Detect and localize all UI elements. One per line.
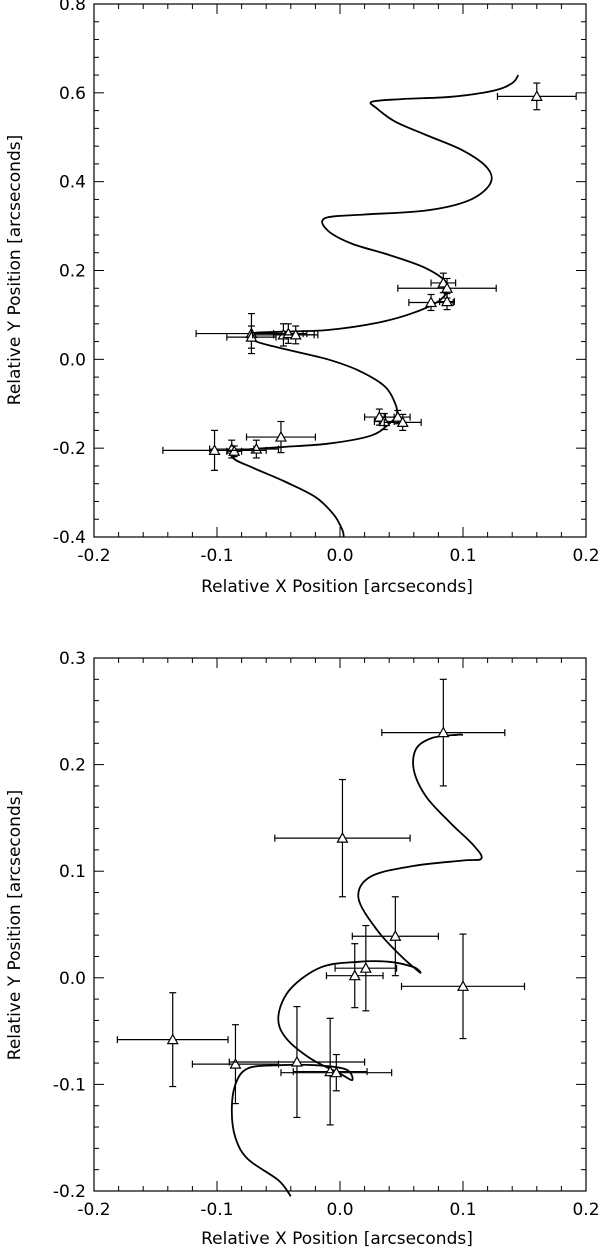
data-points (162, 82, 577, 471)
y-tick-label: 0.2 (59, 262, 86, 282)
triangle-marker (290, 1055, 303, 1067)
data-point (325, 943, 384, 1009)
plot-frame (93, 657, 587, 1192)
triangle-marker (208, 444, 221, 455)
axis-ticks (93, 657, 587, 1192)
data-point (274, 778, 411, 898)
y-tick-label: 0.6 (59, 84, 86, 104)
top-orbit-plot: -0.2 -0.1 0.0 0.1 0.2 -0.4-0.20.00.20.40.60.… (5, 0, 600, 597)
data-point (439, 292, 455, 311)
triangle-marker (425, 296, 438, 308)
data-point (496, 82, 577, 111)
triangle-marker (396, 416, 409, 428)
triangle-marker (289, 328, 302, 340)
x-tick-label: 0.2 (572, 1200, 599, 1220)
x-tick-label: -0.1 (200, 1200, 233, 1220)
x-axis-label: Relative X Position [arcseconds] (201, 1229, 473, 1249)
x-tick-label: 0.1 (449, 546, 476, 566)
y-axis-label: Relative Y Position [arcseconds] (5, 135, 25, 405)
y-tick-label: -0.4 (53, 528, 86, 548)
data-point (245, 420, 316, 454)
triangle-marker (336, 831, 349, 843)
y-tick-label: -0.2 (53, 1182, 86, 1202)
triangle-marker (389, 929, 402, 941)
x-tick-labels: -0.2 -0.1 0.0 0.1 0.2 (77, 546, 599, 566)
data-point (334, 924, 398, 1012)
y-tick-label: 0.4 (59, 173, 86, 193)
data-point (226, 445, 243, 458)
data-point (228, 1005, 366, 1119)
x-tick-label: -0.2 (77, 1200, 110, 1220)
y-tick-label: 0.1 (59, 862, 86, 882)
data-point (272, 323, 304, 344)
x-tick-label: 0.0 (326, 546, 353, 566)
data-point (351, 896, 439, 977)
triangle-marker (391, 410, 404, 422)
triangle-marker (348, 969, 361, 981)
x-tick-labels: -0.2 -0.1 0.0 0.1 0.2 (77, 1200, 599, 1220)
triangle-marker (330, 1066, 343, 1078)
y-tick-label: 0.8 (59, 0, 86, 15)
orbit-curve (231, 74, 520, 538)
triangle-marker (456, 980, 470, 991)
data-points (116, 678, 526, 1126)
data-point (226, 325, 277, 349)
orbit-curve (230, 733, 483, 1197)
triangle-marker (166, 1033, 179, 1045)
data-point (400, 933, 526, 1040)
data-point (280, 1053, 393, 1092)
triangle-marker (274, 430, 287, 442)
y-tick-label: 0.2 (59, 756, 86, 776)
triangle-marker (359, 961, 372, 973)
bottom-orbit-plot: -0.2 -0.1 0.0 0.1 0.2 -0.2 -0.1 0.0 0.1 0.2 0.3 R… (5, 649, 600, 1249)
y-tick-label: -0.2 (53, 439, 86, 459)
y-tick-label: 0.3 (59, 649, 86, 669)
x-tick-label: 0.1 (449, 1200, 476, 1220)
x-tick-label: -0.1 (200, 546, 233, 566)
y-tick-labels: -0.2 -0.1 0.0 0.1 0.2 0.3 (53, 649, 86, 1202)
data-point (381, 678, 506, 787)
triangle-marker (245, 330, 258, 342)
y-axis-label: Relative Y Position [arcseconds] (5, 790, 25, 1060)
data-point (272, 325, 319, 345)
triangle-marker (530, 90, 543, 101)
data-point (191, 1024, 280, 1105)
x-axis-label: Relative X Position [arcseconds] (201, 577, 473, 597)
data-point (116, 992, 229, 1088)
x-tick-label: -0.2 (77, 546, 110, 566)
axis-ticks (93, 3, 587, 538)
y-tick-labels: -0.4 -0.2 0.0 0.2 0.4 0.6 0.8 (53, 0, 86, 548)
triangle-marker (440, 295, 454, 307)
triangle-marker (229, 1057, 242, 1069)
data-point (384, 409, 411, 425)
data-point (383, 413, 422, 431)
y-tick-label: 0.0 (59, 350, 86, 370)
x-tick-label: 0.0 (326, 1200, 353, 1220)
triangle-marker (440, 282, 454, 293)
x-tick-label: 0.2 (572, 546, 599, 566)
data-point (162, 429, 267, 471)
y-tick-label: -0.1 (53, 1075, 86, 1095)
data-point (292, 1017, 368, 1126)
triangle-marker (437, 726, 450, 738)
y-tick-label: 0.0 (59, 969, 86, 989)
data-point (397, 277, 497, 299)
